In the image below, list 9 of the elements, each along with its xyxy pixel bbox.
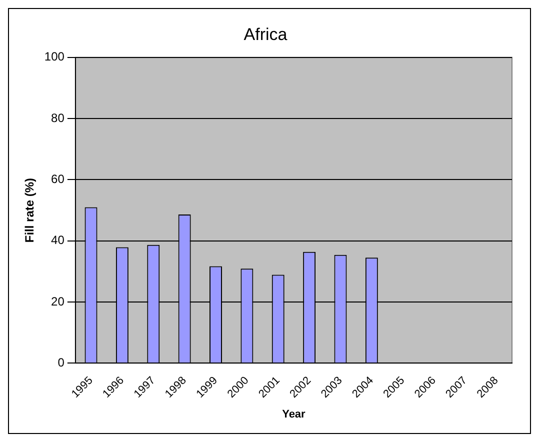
y-tick-label: 60 [51, 172, 65, 186]
y-axis-title: Fill rate (%) [22, 178, 37, 243]
y-tick-label: 0 [58, 355, 65, 370]
y-tick-label: 40 [51, 233, 65, 248]
x-axis-title: Year [282, 408, 306, 420]
y-tick-label: 100 [44, 50, 65, 64]
y-tick-label: 20 [51, 294, 65, 308]
y-tick-label: 80 [51, 110, 65, 125]
chart-title: Africa [244, 24, 288, 44]
